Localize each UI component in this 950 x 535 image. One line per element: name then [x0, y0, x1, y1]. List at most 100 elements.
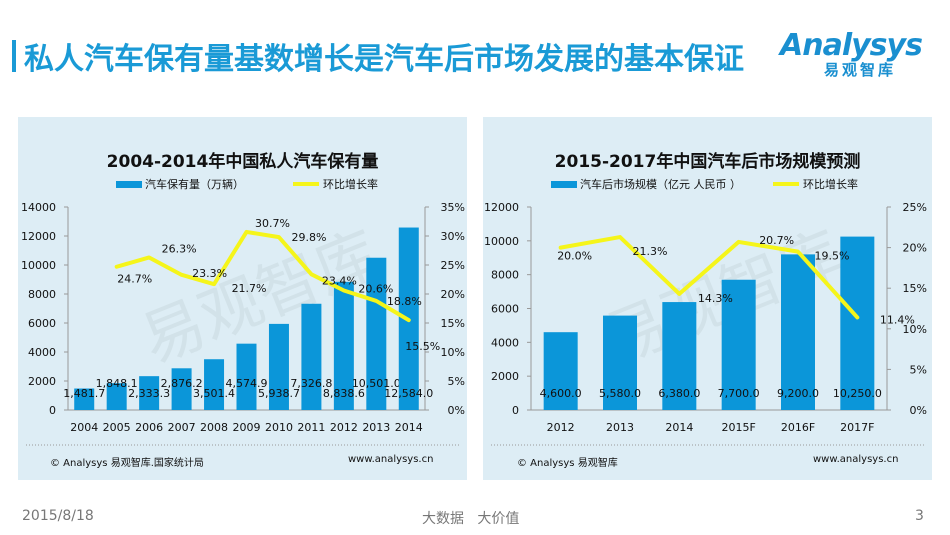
line-data-label: 14.3%: [698, 292, 733, 305]
x-tick-label: 2009: [233, 421, 261, 434]
y2-tick-label: 25%: [441, 259, 465, 272]
bar: [840, 236, 875, 410]
y-tick-label: 8000: [28, 288, 56, 301]
bar-data-label: 7,326.8: [290, 377, 332, 390]
x-tick-label: 2015F: [722, 421, 756, 434]
bar-data-label: 2,876.2: [161, 377, 203, 390]
y-tick-label: 12000: [484, 201, 519, 214]
y-tick-label: 0: [49, 404, 56, 417]
legend-bar-label: 汽车后市场规模（亿元 人民币 ）: [580, 177, 741, 191]
line-data-label: 20.6%: [358, 283, 393, 296]
x-tick-label: 2011: [297, 421, 325, 434]
chart-svg: 易观智库020004000600080001000012000140000%5%…: [21, 177, 465, 446]
chart-title: 2015-2017年中国汽车后市场规模预测: [554, 152, 861, 172]
bar: [301, 303, 322, 410]
y-tick-label: 8000: [491, 269, 519, 282]
chart-title: 2004-2014年中国私人汽车保有量: [106, 152, 379, 172]
x-tick-label: 2005: [103, 421, 131, 434]
y2-tick-label: 5%: [448, 375, 465, 388]
bar: [781, 254, 815, 410]
y-tick-label: 2000: [491, 370, 519, 383]
line-data-label: 20.0%: [557, 250, 592, 263]
bar-data-label: 1,848.1: [96, 377, 138, 390]
bar: [721, 279, 756, 410]
page-title: 私人汽车保有量基数增长是汽车后市场发展的基本保证: [24, 42, 744, 77]
y2-tick-label: 15%: [903, 282, 927, 295]
line-data-label: 23.3%: [192, 267, 227, 280]
y2-tick-label: 30%: [441, 230, 465, 243]
x-tick-label: 2006: [135, 421, 163, 434]
source-url: www.analysys.cn: [813, 454, 899, 465]
x-tick-label: 2004: [70, 421, 98, 434]
bar-data-label: 4,574.9: [226, 377, 268, 390]
bar-data-label: 8,838.6: [323, 387, 365, 400]
line-data-label: 18.8%: [387, 295, 422, 308]
title-accent-bar: [12, 40, 16, 72]
logo-text: Analysys: [780, 28, 923, 63]
bar: [204, 359, 225, 410]
bar-data-label: 3,501.4: [193, 387, 235, 400]
page-number: 3: [915, 508, 924, 524]
footer-date: 2015/8/18: [22, 508, 94, 524]
x-tick-label: 2012: [330, 421, 358, 434]
bar-data-label: 1,481.7: [63, 387, 105, 400]
x-tick-label: 2014: [395, 421, 423, 434]
bar-data-label: 7,700.0: [718, 387, 760, 400]
bar: [74, 388, 95, 410]
line-data-label: 11.4%: [880, 313, 915, 326]
y-tick-label: 6000: [491, 303, 519, 316]
bar-data-label: 5,938.7: [258, 387, 300, 400]
y2-tick-label: 25%: [903, 201, 927, 214]
footer-slogan: 大数据 大价值: [422, 511, 520, 527]
legend-bar-swatch: [551, 181, 577, 188]
y2-tick-label: 20%: [441, 288, 465, 301]
bar: [236, 343, 257, 410]
line-data-label: 23.4%: [322, 274, 357, 287]
bar: [106, 383, 127, 410]
y-tick-label: 2000: [28, 375, 56, 388]
y-tick-label: 0: [512, 404, 519, 417]
line-data-label: 21.7%: [232, 282, 267, 295]
line-data-label: 24.7%: [117, 273, 152, 286]
y-tick-label: 14000: [21, 201, 56, 214]
line-data-label: 15.5%: [405, 340, 440, 353]
line-data-label: 21.3%: [633, 245, 668, 258]
bar: [171, 368, 192, 410]
line-data-label: 29.8%: [291, 231, 326, 244]
growth-line: [114, 229, 411, 323]
x-tick-label: 2007: [168, 421, 196, 434]
line-data-label: 19.5%: [815, 250, 850, 263]
legend-line-label: 环比增长率: [323, 177, 378, 191]
chart-panel-left: 2004-2014年中国私人汽车保有量 © Analysys 易观智库.国家统计…: [18, 117, 467, 480]
bar-data-label: 10,250.0: [833, 387, 882, 400]
line-data-label: 30.7%: [255, 217, 290, 230]
bar: [662, 302, 697, 410]
source-url: www.analysys.cn: [348, 454, 434, 465]
chart-panel-right: 2015-2017年中国汽车后市场规模预测 © Analysys 易观智库 ww…: [483, 117, 932, 480]
bar-data-label: 5,580.0: [599, 387, 641, 400]
bar: [366, 257, 387, 410]
logo-cn: 易观智库: [824, 61, 897, 79]
y-tick-label: 12000: [21, 230, 56, 243]
legend-line-label: 环比增长率: [803, 177, 858, 191]
x-tick-label: 2014: [665, 421, 693, 434]
y-tick-label: 10000: [21, 259, 56, 272]
y2-tick-label: 10%: [903, 323, 927, 336]
x-tick-label: 2016F: [781, 421, 815, 434]
chart-svg: 易观智库0200040006000800010000120000%5%10%15…: [484, 177, 927, 446]
y2-tick-label: 0%: [910, 404, 927, 417]
y2-tick-label: 5%: [910, 363, 927, 376]
y2-tick-label: 15%: [441, 317, 465, 330]
line-data-label: 26.3%: [162, 242, 197, 255]
bar-data-label: 6,380.0: [658, 387, 700, 400]
x-tick-label: 2010: [265, 421, 293, 434]
bar-data-label: 2,333.3: [128, 387, 170, 400]
bar-data-label: 9,200.0: [777, 387, 819, 400]
bar: [603, 315, 637, 410]
x-tick-label: 2012: [547, 421, 575, 434]
y2-tick-label: 20%: [903, 242, 927, 255]
x-tick-label: 2013: [362, 421, 390, 434]
bar: [139, 376, 160, 410]
x-tick-label: 2017F: [840, 421, 874, 434]
x-tick-label: 2013: [606, 421, 634, 434]
